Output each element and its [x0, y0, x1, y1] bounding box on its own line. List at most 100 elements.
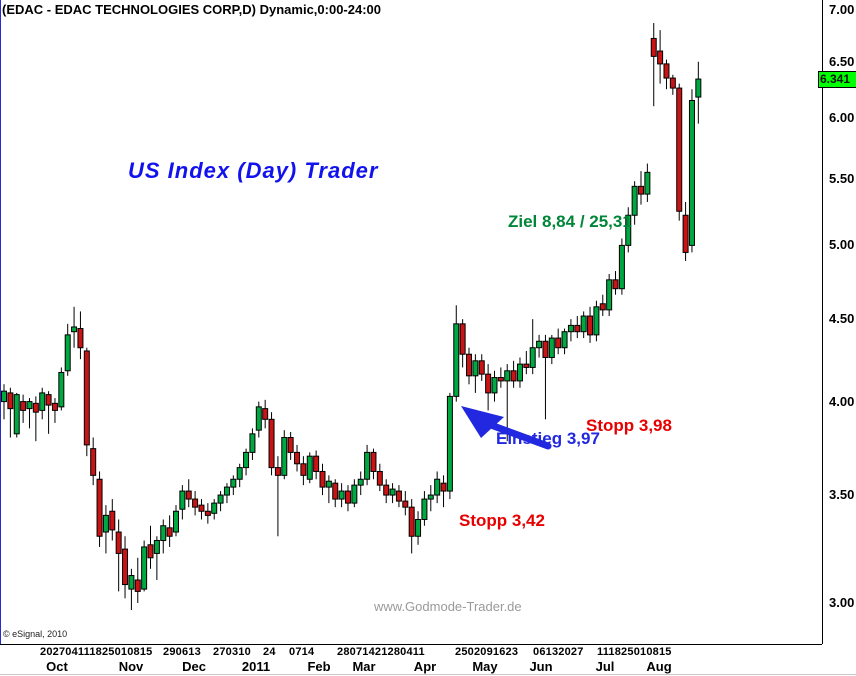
candle-up [172, 510, 179, 533]
candle-up [606, 279, 613, 311]
candle-up [236, 467, 243, 480]
candle-down [294, 451, 301, 465]
date-tick-label: 270310 [213, 646, 251, 658]
candle-up [472, 360, 479, 377]
candle-up [71, 326, 78, 333]
candle-down [122, 548, 129, 586]
candle-down [676, 87, 683, 212]
candle-up [529, 347, 536, 368]
candle-up [427, 494, 434, 500]
candle-down [51, 402, 58, 411]
candle-up [580, 315, 587, 333]
date-tick-label: 0714 [289, 646, 315, 658]
candle-down [185, 490, 192, 500]
price-tick-label: 6.00 [829, 109, 855, 125]
candle-up [351, 484, 358, 504]
date-tick-label: 202704111825010815 [40, 646, 153, 658]
candle-down [650, 37, 657, 57]
candle-up [281, 436, 288, 476]
stop-upper-annotation[interactable]: Stopp 3,98 [586, 416, 672, 435]
candle-down [332, 482, 339, 500]
candle-up [243, 451, 250, 469]
month-tick-label: Jul [595, 659, 615, 674]
candle-down [440, 482, 447, 492]
candle-down [147, 544, 154, 559]
price-tick-label: 7.00 [829, 1, 855, 17]
candle-up [688, 99, 695, 246]
candle-down [7, 392, 14, 410]
candle-down [274, 467, 281, 476]
candle-up [141, 546, 148, 590]
candle-up [58, 371, 65, 408]
date-tick-label: 24 [263, 646, 276, 658]
candle-up [249, 433, 256, 453]
candle-up [625, 214, 632, 246]
entry-arrow-shaft[interactable] [484, 420, 552, 450]
candle-down [268, 418, 275, 469]
candle-up [13, 394, 20, 435]
candle-up [39, 392, 46, 411]
candle-up [695, 78, 702, 98]
candle-down [682, 214, 689, 253]
price-tick-label: 4.50 [829, 311, 855, 327]
candle-up [160, 525, 167, 542]
strategy-watermark-label[interactable]: US Index (Day) Trader [128, 158, 379, 183]
candle-down [300, 463, 307, 476]
candle-down [466, 353, 473, 377]
date-tick-label: 290613 [163, 646, 201, 658]
candle-down [657, 50, 664, 65]
candle-up [415, 518, 422, 537]
candle-up [561, 331, 568, 349]
last-price-value: 6.341 [820, 72, 851, 87]
date-tick-label: 28071421280411 [337, 646, 425, 658]
price-tick-label: 4.00 [829, 393, 855, 409]
candle-down [287, 436, 294, 453]
candle-up [217, 494, 224, 504]
candle-up [536, 340, 543, 349]
date-tick-label: 111825010815 [597, 646, 672, 658]
candle-down [134, 579, 141, 592]
candle-down [344, 490, 351, 504]
month-tick-label: Feb [307, 659, 331, 674]
date-tick-label: 06132027 [533, 646, 584, 658]
candle-up [1, 390, 7, 403]
entry-arrow-head[interactable] [461, 406, 504, 438]
candle-down [77, 328, 84, 349]
target-annotation[interactable]: Ziel 8,84 / 25,31 [508, 212, 632, 231]
stop-lower-annotation[interactable]: Stopp 3,42 [459, 511, 545, 530]
candle-up [255, 406, 262, 431]
price-tick-label: 5.00 [829, 237, 855, 253]
entry-annotation[interactable]: Einstieg 3,97 [496, 429, 600, 448]
candle-up [548, 337, 555, 359]
candle-up [446, 395, 453, 492]
candle-down [612, 279, 619, 290]
candle-down [83, 350, 90, 446]
date-tick-label: 2502091623 [455, 646, 519, 658]
month-tick-label: Aug [646, 659, 672, 674]
month-tick-label: Jun [529, 659, 553, 674]
candle-up [26, 401, 33, 410]
candle-up [516, 363, 523, 382]
candle-down [376, 470, 383, 486]
candle-up [179, 490, 186, 510]
candle-down [192, 498, 199, 508]
price-tick-label: 3.00 [829, 594, 855, 610]
candle-up [434, 478, 441, 496]
candle-up [631, 185, 638, 216]
candle-down [542, 340, 549, 359]
candle-down [20, 401, 27, 411]
candle-down [204, 510, 211, 516]
candle-up [593, 306, 600, 336]
month-tick-label: May [472, 659, 498, 674]
candle-down [115, 531, 122, 554]
candle-up [504, 370, 511, 382]
month-tick-label: Oct [46, 659, 68, 674]
candle-down [478, 360, 485, 375]
candle-up [211, 502, 218, 514]
candle-down [555, 337, 562, 349]
window-bottom-edge [0, 674, 856, 675]
candle-down [90, 448, 97, 476]
price-tick-label: 6.50 [829, 53, 855, 69]
